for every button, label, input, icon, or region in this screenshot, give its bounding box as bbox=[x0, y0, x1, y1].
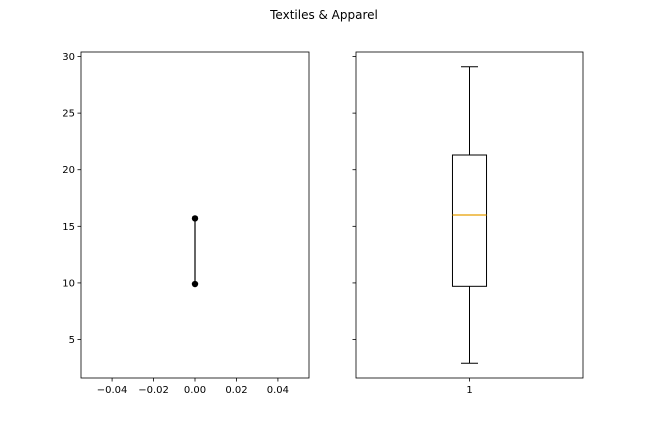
x-tick-label: 0.02 bbox=[225, 385, 247, 396]
y-tick-label: 5 bbox=[69, 335, 75, 346]
data-point bbox=[191, 215, 199, 222]
iqr-box bbox=[451, 154, 488, 287]
figure-title: Textiles & Apparel bbox=[269, 8, 378, 22]
y-tick-label: 25 bbox=[62, 109, 75, 120]
x-tick-label: 1 bbox=[466, 385, 472, 396]
y-tick-label: 30 bbox=[62, 52, 75, 63]
right-axes: 1 bbox=[352, 51, 584, 396]
axes-frame bbox=[80, 51, 310, 379]
x-tick-label: −0.04 bbox=[97, 385, 128, 396]
x-tick-label: 0.04 bbox=[267, 385, 289, 396]
left-axes: 5 10 15 20 25 30 −0.04 −0.02 0.00 0.02 0.04 bbox=[62, 51, 310, 396]
x-tick-label: 0.00 bbox=[184, 385, 206, 396]
y-tick-label: 20 bbox=[62, 165, 75, 176]
data-point bbox=[191, 280, 199, 288]
x-tick-label: −0.02 bbox=[138, 385, 169, 396]
y-tick-label: 10 bbox=[62, 278, 75, 289]
y-tick-label: 15 bbox=[62, 222, 75, 233]
